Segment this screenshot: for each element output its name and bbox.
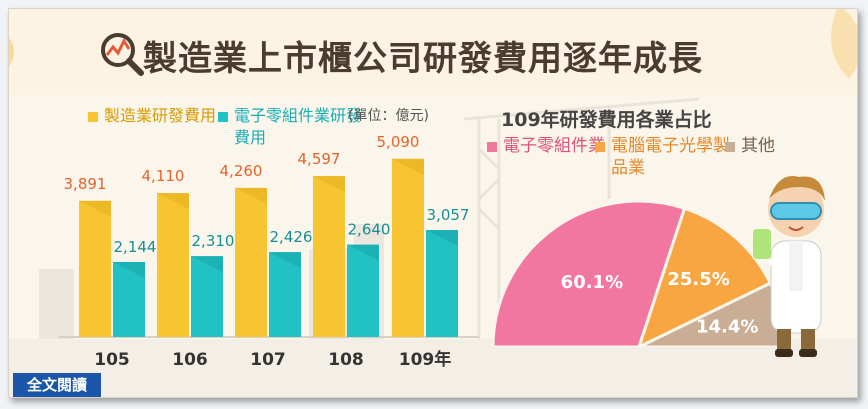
legend-swatch-orange: [595, 142, 605, 152]
pie-title: 109年研發費用各業占比: [501, 109, 712, 131]
bar-electronic-108: [347, 244, 379, 337]
unit-note: (單位：億元): [348, 108, 429, 124]
data-label: 4,110: [142, 167, 185, 185]
page-title: 製造業上市櫃公司研發費用逐年成長: [143, 39, 703, 79]
bar-highlight: [313, 176, 345, 193]
bar-manufacturing-107: [235, 187, 267, 337]
bar-manufacturing-108: [313, 176, 345, 337]
data-label: 2,426: [270, 228, 313, 246]
legend-electronic-components: 電子零組件業研發費用: [218, 105, 364, 149]
pie-slice-1: [636, 206, 773, 350]
legend-swatch-yellow: [88, 112, 98, 122]
chart-canvas: 3,891 2,144 105 4,110 2,310 106 4,260 2,426 107 4…: [59, 133, 819, 397]
bar-highlight: [113, 261, 145, 278]
data-label: 4,260: [220, 162, 263, 180]
pie-slice-0: [491, 199, 687, 349]
data-label: 2,144: [114, 238, 157, 256]
pie-slice-label: 25.5%: [667, 269, 729, 290]
data-label: 3,891: [64, 175, 107, 193]
data-label: 2,310: [192, 232, 235, 250]
bar-highlight: [347, 244, 379, 261]
data-label: 3,057: [427, 206, 470, 224]
legend-manufacturing: 製造業研發費用: [88, 105, 234, 127]
pie-legend-computer-electronics: 電腦電子光學製品業: [595, 135, 741, 179]
x-tick-label: 105: [94, 350, 130, 370]
bar-highlight: [392, 158, 424, 175]
x-tick-label: 106: [172, 350, 208, 370]
pie-slice-label: 60.1%: [561, 272, 623, 293]
bar-highlight: [79, 200, 111, 217]
legend-swatch-pink: [487, 142, 497, 152]
bar-electronic-106: [191, 256, 223, 337]
legend-label: 電子零組件業: [503, 136, 605, 156]
x-tick-label: 109年: [399, 349, 452, 370]
bar-highlight: [191, 256, 223, 273]
legend-label: 製造業研發費用: [104, 106, 217, 125]
bar-manufacturing-109年: [392, 158, 424, 337]
bar-electronic-107: [269, 252, 301, 337]
bar-highlight: [269, 252, 301, 269]
legend-swatch-teal: [218, 112, 228, 122]
bar-highlight: [426, 230, 458, 247]
legend-swatch-tan: [725, 142, 735, 152]
read-full-article-button[interactable]: 全文閱讀: [13, 373, 101, 397]
pie-legend-electronic-components: 電子零組件業: [487, 135, 613, 157]
legend-label: 其他: [741, 136, 775, 156]
pie-base-cover: [459, 347, 819, 397]
infographic-frame: 製造業上市櫃公司研發費用逐年成長 製造業研發費用 電子零組件業研發費用 (單位：…: [8, 8, 858, 398]
pie-legend-other: 其他: [725, 135, 801, 157]
x-tick-label: 107: [250, 350, 286, 370]
bar-electronic-109年: [426, 230, 458, 337]
data-label: 2,640: [348, 221, 391, 239]
x-tick-label: 108: [328, 350, 364, 370]
bar-manufacturing-105: [79, 200, 111, 337]
magnifier-chart-icon: [101, 33, 144, 76]
pie-slice-label: 14.4%: [696, 317, 758, 338]
legend-label: 電子零組件業研發費用: [234, 106, 363, 147]
bar-manufacturing-106: [157, 193, 189, 337]
data-label: 4,597: [298, 150, 341, 168]
bar-highlight: [157, 193, 189, 210]
bar-highlight: [235, 187, 267, 204]
data-label: 5,090: [377, 133, 420, 151]
legend-label: 電腦電子光學製品業: [611, 136, 730, 178]
scientist-illustration: [753, 175, 825, 357]
